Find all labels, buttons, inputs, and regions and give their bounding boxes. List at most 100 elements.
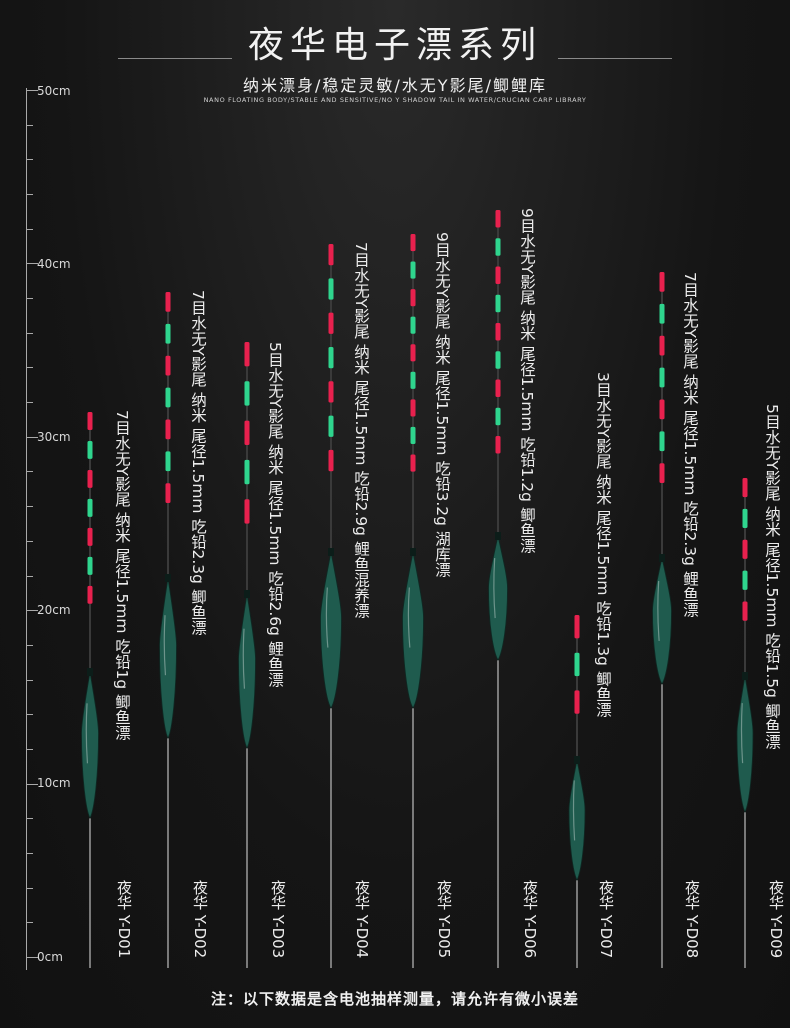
float-segment bbox=[495, 351, 501, 369]
float-segment bbox=[659, 399, 665, 420]
float-segment bbox=[495, 323, 501, 341]
ruler-tick bbox=[26, 298, 33, 299]
float-segment bbox=[328, 244, 334, 266]
page-title: 夜华电子漂系列 bbox=[247, 25, 542, 66]
float-spec-d03: 5目水无Y影尾 纳米 尾径1.5mm 吃铅2.6g 鲤鱼漂 bbox=[266, 342, 284, 688]
float-segment bbox=[495, 436, 501, 454]
float-model-d03: 夜华 Y-D03 bbox=[269, 880, 287, 959]
ruler-tick bbox=[26, 610, 38, 611]
float-segment bbox=[742, 478, 748, 498]
float-segment bbox=[410, 399, 416, 417]
float-band bbox=[495, 532, 501, 540]
ruler-tick bbox=[26, 194, 33, 195]
float-segment bbox=[659, 303, 665, 324]
title-rule-right bbox=[558, 58, 672, 59]
float-segment bbox=[495, 407, 501, 426]
float-segment bbox=[87, 556, 93, 575]
ruler-label-50: 50cm bbox=[37, 84, 71, 98]
float-d05 bbox=[402, 234, 424, 968]
ruler-label-30: 30cm bbox=[37, 430, 71, 444]
float-segment bbox=[574, 652, 580, 677]
ruler-tick bbox=[26, 159, 33, 160]
float-segment bbox=[495, 238, 501, 256]
ruler-tick bbox=[26, 333, 33, 334]
float-segment bbox=[244, 381, 250, 406]
ruler-tick bbox=[26, 922, 33, 923]
float-segment bbox=[165, 355, 171, 376]
float-d04 bbox=[320, 244, 342, 968]
float-segment bbox=[244, 499, 250, 524]
float-segment bbox=[410, 261, 416, 279]
float-spec-d09: 5目水无Y影尾 纳米 尾径1.5mm 吃铅1.5g 鲫鱼漂 bbox=[763, 404, 781, 750]
float-spec-d05: 9目水无Y影尾 纳米 尾径1.5mm 吃铅3.2g 湖库漂 bbox=[433, 232, 451, 578]
float-segment bbox=[410, 371, 416, 389]
float-d07 bbox=[568, 615, 586, 968]
page-subtitle-en: NANO FLOATING BODY/STABLE AND SENSITIVE/… bbox=[203, 96, 587, 104]
float-segment bbox=[410, 454, 416, 472]
float-segment bbox=[659, 367, 665, 388]
ruler-label-20: 20cm bbox=[37, 603, 71, 617]
float-segment bbox=[659, 463, 665, 483]
float-model-d06: 夜华 Y-D06 bbox=[521, 880, 539, 959]
float-body-highlight bbox=[325, 587, 329, 648]
ruler-label-0: 0cm bbox=[37, 950, 63, 964]
ruler-tick bbox=[26, 90, 38, 91]
float-d03 bbox=[238, 342, 256, 968]
float-d02 bbox=[159, 292, 177, 968]
footnote: 注：以下数据是含电池抽样测量，请允许有微小误差 bbox=[210, 990, 579, 1008]
float-segment bbox=[87, 440, 93, 459]
ruler-tick bbox=[26, 506, 33, 507]
float-body-highlight bbox=[572, 780, 576, 841]
ruler-tick bbox=[26, 402, 33, 403]
float-body bbox=[159, 577, 177, 739]
ruler-line bbox=[26, 88, 27, 970]
ruler-tick bbox=[26, 367, 33, 368]
float-segment bbox=[165, 451, 171, 472]
float-segment bbox=[244, 420, 250, 445]
float-band bbox=[87, 668, 93, 676]
ruler-tick bbox=[26, 680, 33, 681]
float-model-d01: 夜华 Y-D01 bbox=[115, 880, 133, 959]
ruler-label-10: 10cm bbox=[37, 776, 71, 790]
float-model-d09: 夜华 Y-D09 bbox=[767, 880, 785, 959]
ruler-tick bbox=[26, 853, 33, 854]
float-segment bbox=[244, 342, 250, 367]
ruler-tick bbox=[26, 784, 38, 785]
float-segment bbox=[165, 323, 171, 344]
float-body bbox=[568, 759, 586, 881]
float-band bbox=[410, 548, 416, 556]
float-segment bbox=[574, 615, 580, 639]
float-body-highlight bbox=[493, 558, 496, 619]
ruler-tick bbox=[26, 818, 33, 819]
float-body bbox=[488, 535, 508, 661]
float-segment bbox=[328, 415, 334, 437]
float-model-d07: 夜华 Y-D07 bbox=[597, 880, 615, 959]
float-segment bbox=[410, 344, 416, 362]
float-band bbox=[328, 548, 334, 556]
float-segment bbox=[742, 570, 748, 590]
float-spec-d01: 7目水无Y影尾 纳米 尾径1.5mm 吃铅1g 鲫鱼漂 bbox=[113, 410, 131, 741]
float-segment bbox=[410, 289, 416, 307]
ruler-tick bbox=[26, 541, 33, 542]
ruler-label-40: 40cm bbox=[37, 257, 71, 271]
float-d01 bbox=[81, 412, 99, 968]
float-segment bbox=[495, 379, 501, 398]
float-segment bbox=[165, 387, 171, 408]
float-segment bbox=[495, 294, 501, 313]
float-segment bbox=[87, 527, 93, 546]
float-segment bbox=[574, 690, 580, 714]
float-segment bbox=[87, 585, 93, 604]
float-body bbox=[81, 671, 99, 819]
float-body-highlight bbox=[740, 703, 744, 764]
float-segment bbox=[742, 539, 748, 559]
float-body-highlight bbox=[242, 628, 246, 689]
ruler-tick bbox=[26, 888, 33, 889]
float-segment bbox=[659, 431, 665, 452]
float-spec-d04: 7目水无Y影尾 纳米 尾径1.5mm 吃铅2.9g 鲤鱼混养漂 bbox=[352, 242, 370, 619]
float-model-d05: 夜华 Y-D05 bbox=[435, 880, 453, 959]
float-segment bbox=[659, 335, 665, 356]
float-band bbox=[244, 590, 250, 598]
ruler-tick bbox=[26, 957, 38, 958]
ruler-tick bbox=[26, 576, 33, 577]
float-band bbox=[165, 574, 171, 582]
